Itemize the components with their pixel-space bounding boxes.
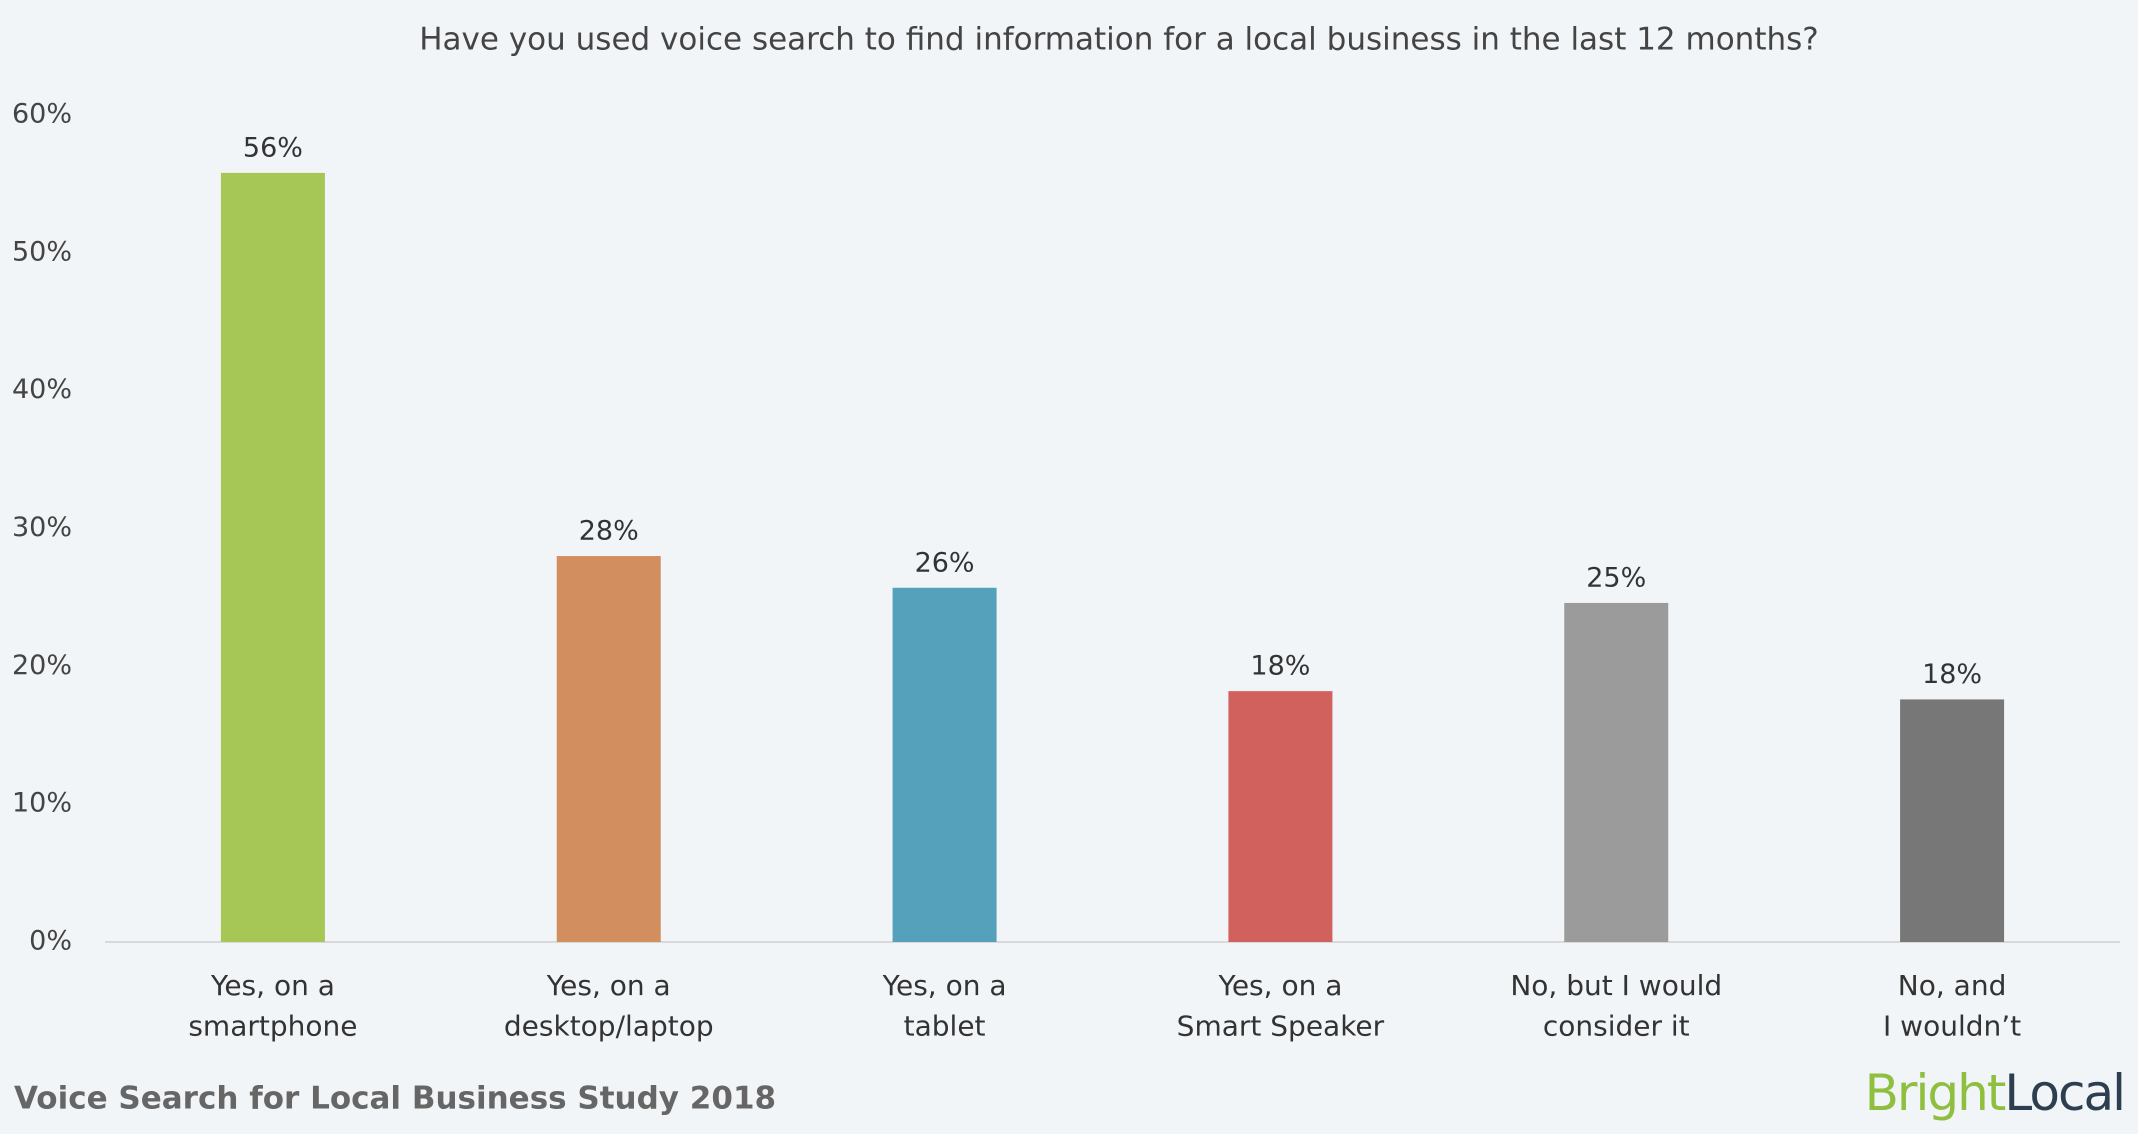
y-tick-label: 10%	[12, 788, 72, 819]
x-tick-label: Yes, on a smartphone	[188, 969, 357, 1043]
bar	[1564, 602, 1669, 942]
bar	[556, 556, 661, 942]
footer: Voice Search for Local Business Study 20…	[14, 1081, 776, 1117]
value-label: 26%	[915, 547, 975, 578]
y-tick-label: 40%	[12, 374, 72, 405]
y-tick-label: 60%	[12, 99, 72, 130]
brand: BrightLocal	[1865, 1064, 2124, 1122]
value-label: 18%	[1922, 659, 1982, 690]
bar	[1900, 699, 2005, 942]
y-tick-label: 20%	[12, 650, 72, 681]
bar	[220, 172, 325, 942]
y-tick-label: 30%	[12, 512, 72, 543]
value-label: 28%	[579, 516, 639, 547]
value-label: 56%	[243, 132, 303, 163]
x-tick-label: Yes, on a Smart Speaker	[1177, 969, 1385, 1043]
brand-first: Bright	[1865, 1064, 2006, 1122]
bar	[1228, 691, 1333, 942]
value-label: 25%	[1586, 562, 1646, 593]
x-tick-label: No, but I would consider it	[1510, 969, 1722, 1043]
y-tick-label: 0%	[29, 926, 72, 957]
x-tick-label: Yes, on a tablet	[882, 969, 1007, 1043]
x-tick-label: No, and I wouldn’t	[1883, 969, 2021, 1043]
brand-second: Local	[2004, 1064, 2124, 1122]
x-tick-label: Yes, on a desktop/laptop	[504, 969, 714, 1043]
value-label: 18%	[1250, 651, 1310, 682]
bar	[892, 587, 997, 942]
chart-title: Have you used voice search to find infor…	[419, 22, 1818, 58]
y-tick-label: 50%	[12, 236, 72, 267]
